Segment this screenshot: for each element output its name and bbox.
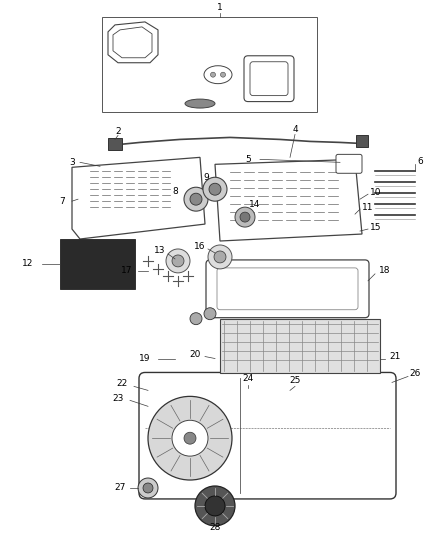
Circle shape xyxy=(214,251,226,263)
Text: 21: 21 xyxy=(389,352,401,361)
FancyBboxPatch shape xyxy=(139,373,396,499)
Text: 9: 9 xyxy=(203,173,209,182)
Text: 17: 17 xyxy=(121,266,133,276)
Text: 19: 19 xyxy=(139,354,151,363)
Circle shape xyxy=(209,183,221,195)
Polygon shape xyxy=(108,22,158,63)
FancyBboxPatch shape xyxy=(217,268,358,310)
Ellipse shape xyxy=(185,99,215,108)
Text: 27: 27 xyxy=(114,483,126,492)
Text: 8: 8 xyxy=(172,187,178,196)
Circle shape xyxy=(166,249,190,273)
Text: 18: 18 xyxy=(379,266,391,276)
Ellipse shape xyxy=(204,66,232,84)
FancyBboxPatch shape xyxy=(206,260,369,318)
Circle shape xyxy=(204,308,216,320)
Text: 3: 3 xyxy=(69,158,75,167)
Circle shape xyxy=(211,72,215,77)
Circle shape xyxy=(172,420,208,456)
FancyBboxPatch shape xyxy=(250,62,288,95)
Circle shape xyxy=(208,245,232,269)
Circle shape xyxy=(184,187,208,211)
Text: 14: 14 xyxy=(249,200,261,208)
Text: 26: 26 xyxy=(410,369,420,378)
FancyBboxPatch shape xyxy=(244,56,294,102)
Text: 7: 7 xyxy=(59,197,65,206)
Text: 22: 22 xyxy=(117,379,127,388)
Circle shape xyxy=(240,212,250,222)
Text: 24: 24 xyxy=(242,374,254,383)
Text: 13: 13 xyxy=(154,246,166,255)
Circle shape xyxy=(184,432,196,444)
Circle shape xyxy=(203,177,227,201)
Circle shape xyxy=(172,255,184,267)
Circle shape xyxy=(143,483,153,493)
Bar xyxy=(220,319,380,374)
Circle shape xyxy=(190,193,202,205)
Text: 23: 23 xyxy=(112,394,124,403)
Text: 16: 16 xyxy=(194,243,206,252)
Bar xyxy=(102,17,317,111)
Text: 4: 4 xyxy=(292,125,298,134)
Circle shape xyxy=(148,397,232,480)
Text: 2: 2 xyxy=(115,127,121,136)
FancyBboxPatch shape xyxy=(336,155,362,173)
Text: 15: 15 xyxy=(370,223,382,231)
Circle shape xyxy=(205,496,225,516)
Polygon shape xyxy=(113,27,152,58)
Bar xyxy=(356,135,368,148)
Text: 5: 5 xyxy=(245,155,251,164)
Circle shape xyxy=(195,486,235,526)
Circle shape xyxy=(190,313,202,325)
Text: 20: 20 xyxy=(189,350,201,359)
Polygon shape xyxy=(72,157,205,239)
Text: 6: 6 xyxy=(417,157,423,166)
Bar xyxy=(60,239,135,289)
Text: 1: 1 xyxy=(217,4,223,12)
Circle shape xyxy=(235,207,255,227)
Circle shape xyxy=(220,72,226,77)
Bar xyxy=(108,139,122,150)
Text: 28: 28 xyxy=(209,523,221,532)
Text: 10: 10 xyxy=(370,188,382,197)
Text: 11: 11 xyxy=(362,203,374,212)
Text: 25: 25 xyxy=(290,376,301,385)
Circle shape xyxy=(138,478,158,498)
Text: 12: 12 xyxy=(22,260,34,269)
Polygon shape xyxy=(215,159,362,241)
